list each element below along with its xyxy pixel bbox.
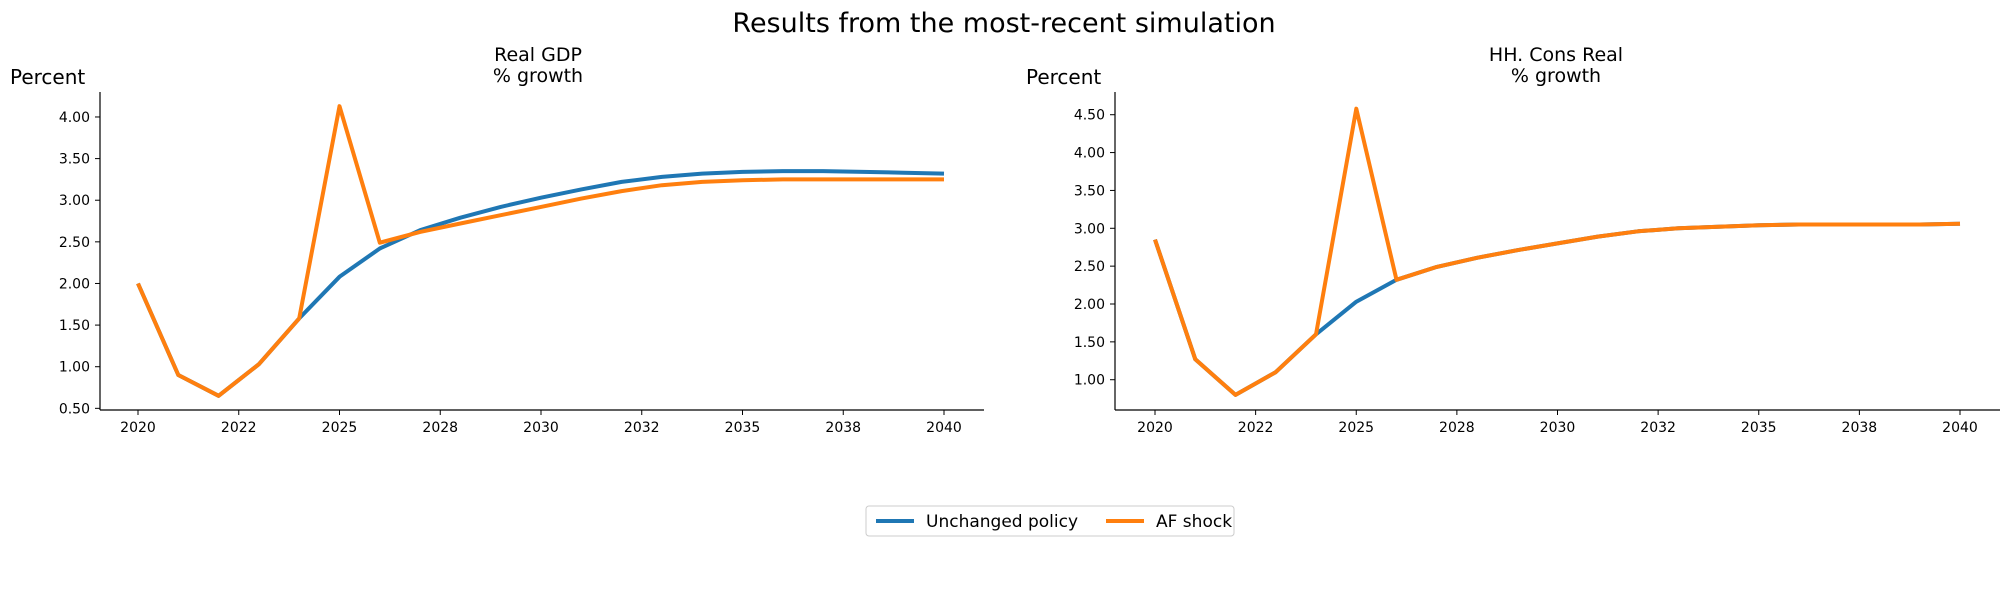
x-tick-label: 2022 [221,420,257,436]
x-tick-label: 2025 [1338,420,1374,436]
x-tick-label: 2035 [1741,420,1777,436]
figure-title: Results from the most-recent simulation [732,8,1275,39]
x-tick-label: 2032 [624,420,660,436]
y-tick-label: 2.00 [1074,297,1105,313]
y-tick-label: 4.50 [1074,108,1105,124]
legend-label: Unchanged policy [926,512,1078,532]
y-tick-label: 0.50 [59,401,90,417]
y-tick-label: 3.00 [59,193,90,209]
chart-title-line: HH. Cons Real [1489,44,1623,66]
y-tick-label: 2.50 [59,235,90,251]
y-tick-label: 1.50 [1074,335,1105,351]
x-tick-label: 2030 [523,420,559,436]
x-tick-label: 2022 [1238,420,1274,436]
legend-frame [865,505,1235,537]
x-tick-label: 2040 [926,420,962,436]
series-line-af-shock [1153,106,1961,397]
legend: Unchanged policy AF shock [865,505,1235,537]
x-tick-label: 2020 [120,420,156,436]
y-tick-label: 2.50 [1074,259,1105,275]
chart-title-line: Real GDP [494,44,582,66]
series-line-unchanged-policy [1153,221,1961,397]
y-tick-label: 1.50 [59,318,90,334]
y-tick-label: 4.00 [1074,146,1105,162]
y-tick-label: 1.00 [59,360,90,376]
y-tick-label: 3.00 [1074,221,1105,237]
chart-title-line: % growth [1511,65,1601,87]
chart-title-line: % growth [493,65,583,87]
y-tick-label: 3.50 [1074,183,1105,199]
chart-panel-1: Real GDP % growth Percent 0.50 1.00 1.50 2.00… [10,44,984,436]
y-tick-label: 4.00 [59,110,90,126]
x-tick-label: 2025 [322,420,358,436]
y-axis-label: Percent [1026,65,1101,89]
x-tick-label: 2032 [1640,420,1676,436]
chart-panel-2: HH. Cons Real % growth Percent 1.00 1.50 2.0… [1026,44,2000,436]
legend-label: AF shock [1156,512,1232,532]
y-tick-label: 3.50 [59,152,90,168]
series-line-af-shock [136,104,944,398]
x-tick-label: 2020 [1137,420,1173,436]
x-tick-label: 2038 [825,420,861,436]
x-tick-label: 2028 [422,420,458,436]
y-axis-label: Percent [10,65,85,89]
y-tick-label: 1.00 [1074,373,1105,389]
x-tick-label: 2035 [725,420,761,436]
x-tick-label: 2038 [1842,420,1878,436]
x-tick-label: 2030 [1540,420,1576,436]
y-tick-label: 2.00 [59,276,90,292]
x-tick-label: 2028 [1439,420,1475,436]
charts-area: Real GDP % growth Percent 0.50 1.00 1.50 2.00… [10,44,2000,436]
x-tick-label: 2040 [1942,420,1978,436]
